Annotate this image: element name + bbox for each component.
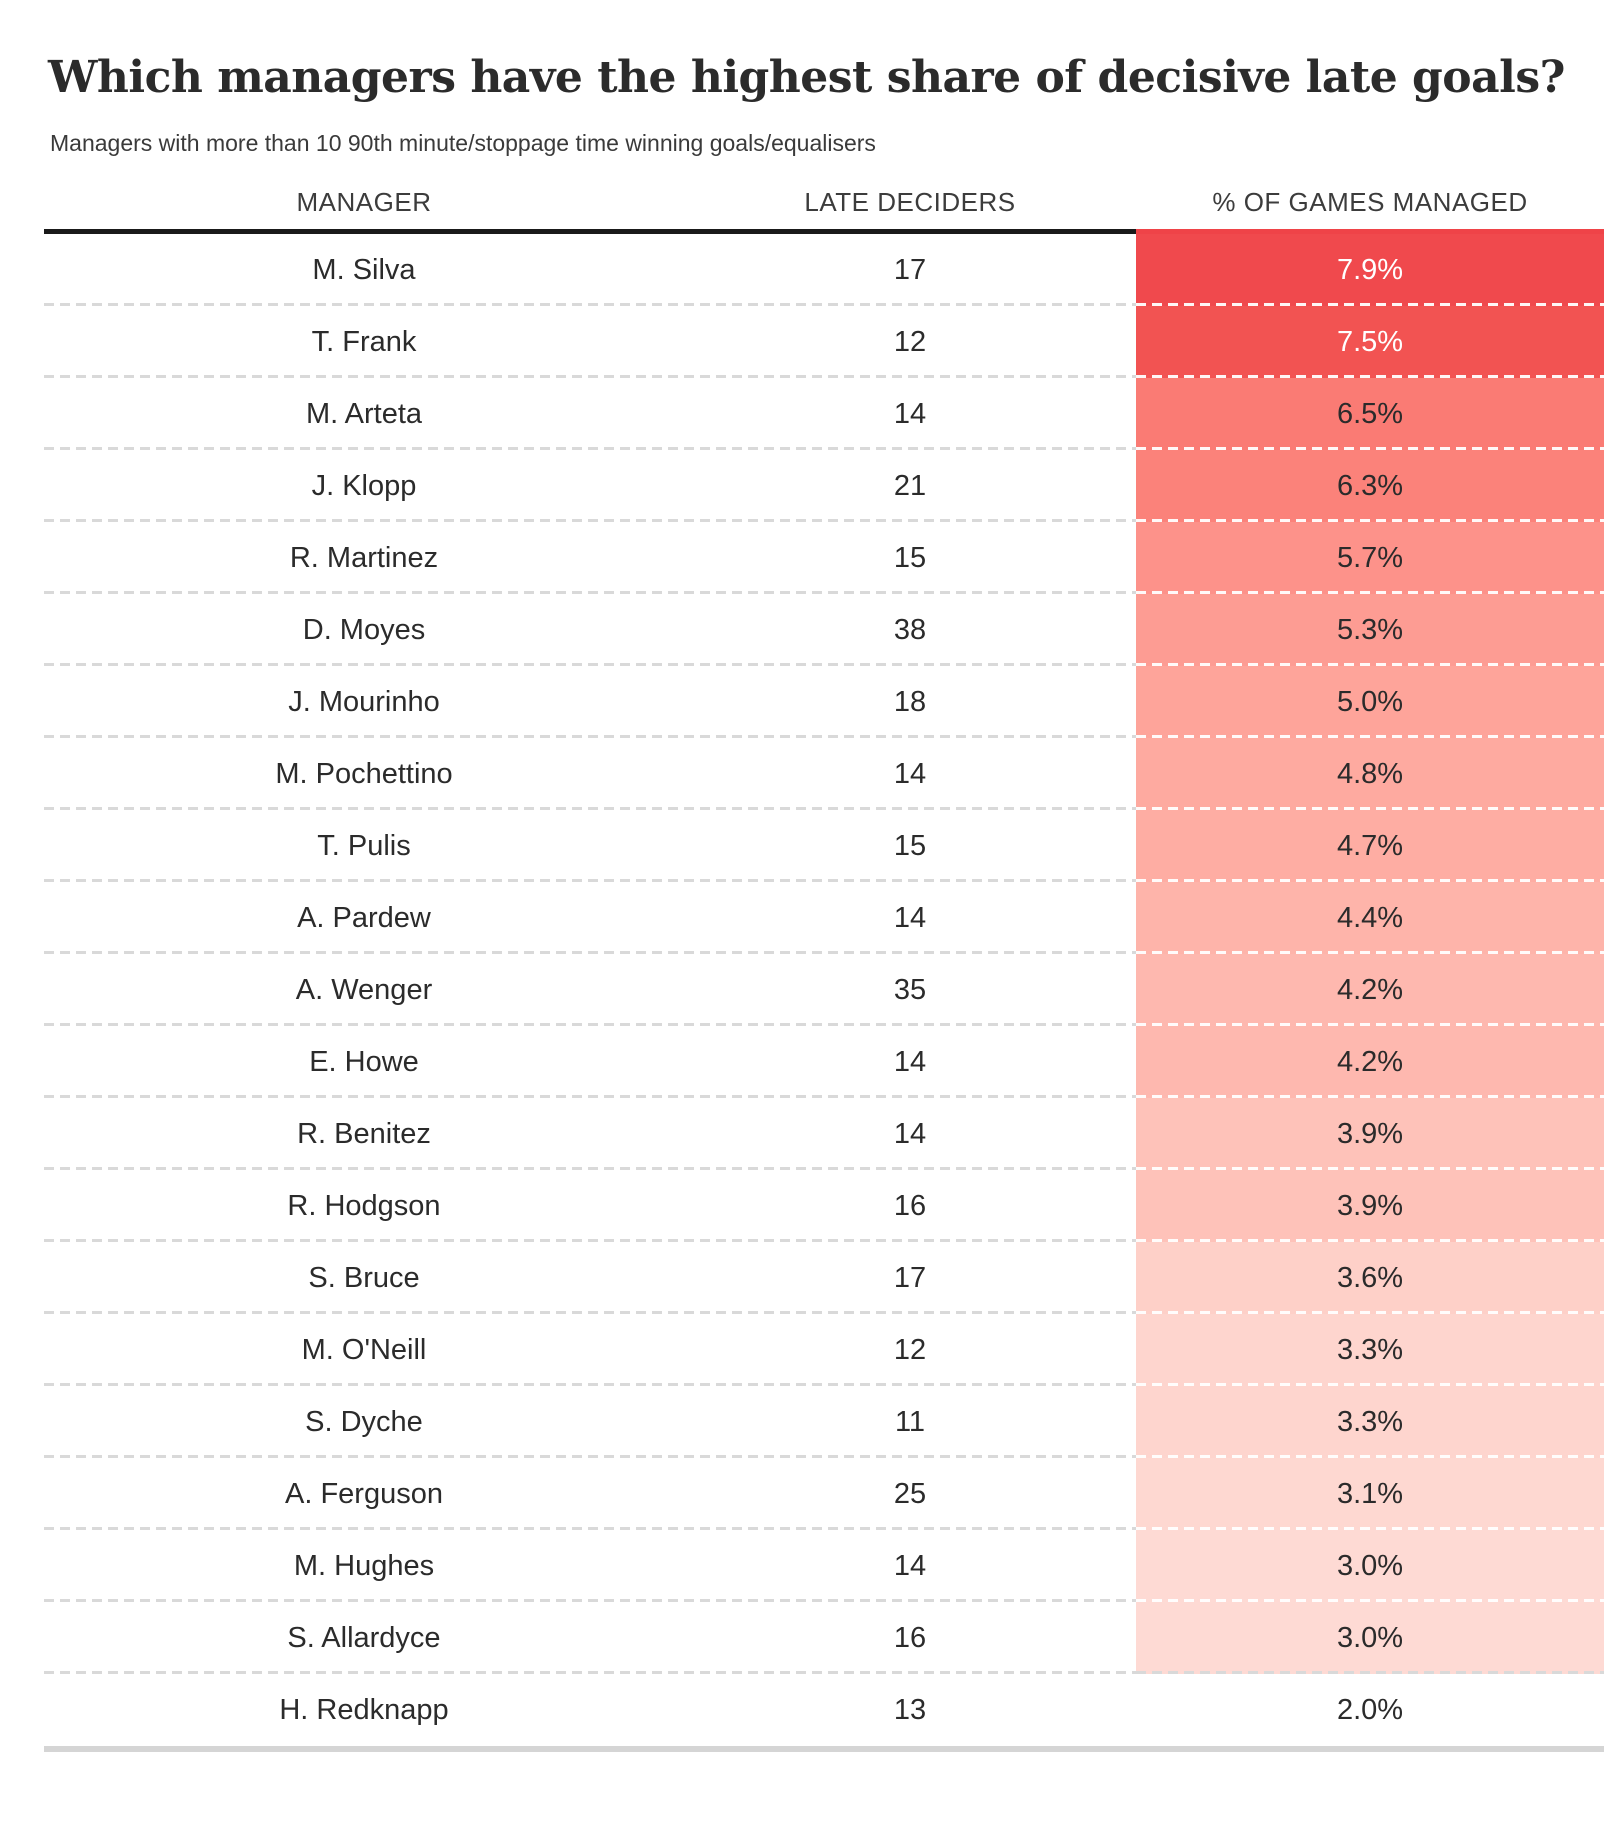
manager-name-cell: E. Howe	[44, 1026, 684, 1098]
table-bottom-rule	[44, 1746, 1604, 1752]
pct-games-managed-cell: 7.9%	[1136, 234, 1604, 306]
column-header-manager: MANAGER	[296, 187, 432, 217]
late-deciders-cell: 13	[893, 1693, 927, 1726]
page-title: Which managers have the highest share of…	[48, 52, 1565, 103]
manager-name-cell: T. Pulis	[44, 810, 684, 882]
manager-name-cell: H. Redknapp	[279, 1693, 449, 1726]
pct-games-managed-cell: 3.3%	[1136, 1386, 1604, 1458]
pct-games-managed-cell: 6.3%	[1136, 450, 1604, 522]
pct-games-managed-cell: 3.3%	[1136, 1314, 1604, 1386]
late-deciders-cell: 12	[684, 1314, 1136, 1386]
late-deciders-cell: 16	[684, 1170, 1136, 1242]
manager-name-cell: T. Frank	[44, 306, 684, 378]
late-deciders-cell: 17	[684, 1242, 1136, 1314]
pct-games-managed-cell: 3.0%	[1136, 1530, 1604, 1602]
manager-name-cell: M. Arteta	[44, 378, 684, 450]
pct-games-managed-cell: 4.7%	[1136, 810, 1604, 882]
column-header-pct-games-managed: % OF GAMES MANAGED	[1212, 187, 1528, 217]
pct-games-managed-cell: 5.7%	[1136, 522, 1604, 594]
late-deciders-cell: 14	[684, 882, 1136, 954]
late-deciders-cell: 14	[684, 378, 1136, 450]
pct-games-managed-cell: 4.2%	[1136, 954, 1604, 1026]
late-deciders-cell: 16	[684, 1602, 1136, 1674]
late-deciders-cell: 14	[684, 1026, 1136, 1098]
manager-name-cell: J. Mourinho	[44, 666, 684, 738]
late-deciders-cell: 18	[684, 666, 1136, 738]
pct-games-managed-cell: 3.0%	[1136, 1602, 1604, 1674]
late-deciders-cell: 21	[684, 450, 1136, 522]
pct-games-managed-cell: 3.6%	[1136, 1242, 1604, 1314]
pct-games-managed-cell: 3.9%	[1136, 1098, 1604, 1170]
manager-name-cell: J. Klopp	[44, 450, 684, 522]
manager-name-cell: S. Bruce	[44, 1242, 684, 1314]
pct-games-managed-cell: 4.4%	[1136, 882, 1604, 954]
manager-name-cell: D. Moyes	[44, 594, 684, 666]
pct-games-managed-cell: 6.5%	[1136, 378, 1604, 450]
column-header-late-deciders: LATE DECIDERS	[804, 187, 1016, 217]
late-deciders-cell: 17	[684, 234, 1136, 306]
manager-name-cell: S. Dyche	[44, 1386, 684, 1458]
late-deciders-cell: 12	[684, 306, 1136, 378]
page: Which managers have the highest share of…	[0, 52, 1616, 1836]
manager-name-cell: R. Hodgson	[44, 1170, 684, 1242]
late-deciders-cell: 25	[684, 1458, 1136, 1530]
late-deciders-cell: 35	[684, 954, 1136, 1026]
late-deciders-cell: 15	[684, 810, 1136, 882]
late-deciders-cell: 14	[684, 1530, 1136, 1602]
pct-games-managed-cell: 3.1%	[1136, 1458, 1604, 1530]
manager-name-cell: S. Allardyce	[44, 1602, 684, 1674]
late-deciders-cell: 11	[684, 1386, 1136, 1458]
table-header-row: MANAGER LATE DECIDERS % OF GAMES MANAGED	[44, 188, 1604, 216]
page-subtitle: Managers with more than 10 90th minute/s…	[50, 130, 876, 156]
manager-name-cell: M. Hughes	[44, 1530, 684, 1602]
pct-games-managed-cell: 2.0%	[1136, 1674, 1604, 1746]
manager-name-cell: M. O'Neill	[44, 1314, 684, 1386]
table-body: M. Silva 17 7.9% T. Frank 12 7.5% M. Arteta 14 6…	[44, 234, 1604, 1746]
manager-name-cell: A. Pardew	[44, 882, 684, 954]
manager-name-cell: M. Pochettino	[44, 738, 684, 810]
manager-name-cell: A. Wenger	[44, 954, 684, 1026]
late-deciders-cell: 14	[684, 738, 1136, 810]
late-deciders-cell: 38	[684, 594, 1136, 666]
header-rule	[44, 229, 1604, 234]
pct-games-managed-cell: 7.5%	[1136, 306, 1604, 378]
manager-name-cell: A. Ferguson	[44, 1458, 684, 1530]
pct-games-managed-cell: 4.2%	[1136, 1026, 1604, 1098]
late-deciders-cell: 14	[684, 1098, 1136, 1170]
manager-name-cell: M. Silva	[44, 234, 684, 306]
late-deciders-cell: 15	[684, 522, 1136, 594]
pct-games-managed-cell: 3.9%	[1136, 1170, 1604, 1242]
pct-games-managed-cell: 4.8%	[1136, 738, 1604, 810]
pct-games-managed-cell: 5.0%	[1136, 666, 1604, 738]
manager-name-cell: R. Martinez	[44, 522, 684, 594]
pct-games-managed-cell: 5.3%	[1136, 594, 1604, 666]
manager-name-cell: R. Benitez	[44, 1098, 684, 1170]
